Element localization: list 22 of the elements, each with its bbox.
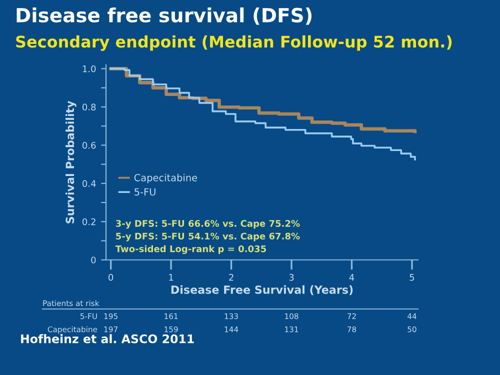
y-tick-label: 0 <box>91 256 96 264</box>
x-tick-label: 1 <box>169 274 174 281</box>
chart-subtitle: Secondary endpoint (Median Follow-up 52 mon.) <box>16 35 452 51</box>
legend-label: Capecitabine <box>134 174 198 184</box>
legend-label: 5-FU <box>134 188 156 196</box>
y-axis-title: Survival Probability <box>66 100 76 224</box>
annotation: Two-sided Log-rank p = 0.035 <box>115 245 266 254</box>
y-tick-label: 1.0 <box>82 65 96 72</box>
x-tick-label: 0 <box>108 274 114 281</box>
x-tick-label: 4 <box>349 274 354 281</box>
x-tick-label: 2 <box>229 274 234 281</box>
y-tick-label: 0.8 <box>82 104 96 110</box>
x-axis-title: Disease Free Survival (Years) <box>171 285 353 296</box>
y-tick-label: 0.6 <box>82 142 96 149</box>
annotation: 5-y DFS: 5-FU 54.1% vs. Cape 67.8% <box>116 232 300 242</box>
x-tick-label: 3 <box>289 274 294 281</box>
annotation: 3-y DFS: 5-FU 66.6% vs. Cape 75.2% <box>116 220 300 229</box>
y-tick-label: 0.2 <box>82 218 96 226</box>
text: Hofheinz et al. ASCO 2011 <box>21 334 194 344</box>
chart-title: Disease free survival (DFS) <box>16 7 312 25</box>
x-tick-label: 5 <box>410 274 414 281</box>
y-tick-label: 0.4 <box>82 180 96 187</box>
